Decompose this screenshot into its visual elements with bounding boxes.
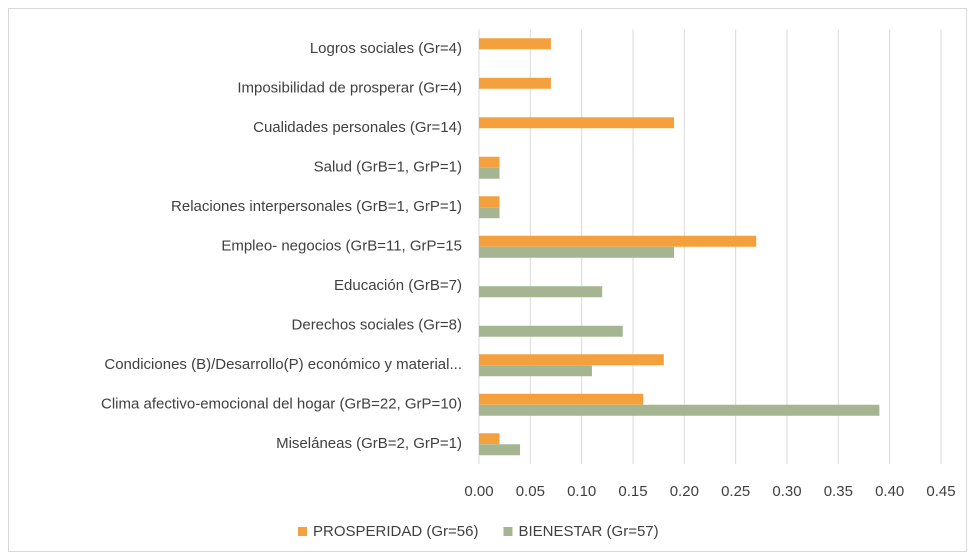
bar — [479, 77, 551, 89]
y-tick-label: Logros sociales (Gr=4) — [310, 40, 462, 57]
x-tick-label: 0.10 — [567, 483, 596, 500]
bar — [479, 433, 500, 445]
bar — [479, 365, 592, 377]
bar — [479, 404, 880, 416]
bar — [479, 246, 675, 258]
x-tick-label: 0.05 — [516, 483, 545, 500]
x-tick-label: 0.45 — [926, 483, 955, 500]
y-tick-label: Imposibilidad de prosperar (Gr=4) — [237, 80, 462, 97]
y-tick-label: Salud (GrB=1, GrP=1) — [314, 159, 462, 176]
x-tick-label: 0.25 — [721, 483, 750, 500]
bar — [479, 393, 644, 405]
y-tick-label: Relaciones interpersonales (GrB=1, GrP=1… — [171, 198, 462, 215]
x-tick-label: 0.35 — [824, 483, 853, 500]
x-tick-label: 0.40 — [875, 483, 904, 500]
x-tick-label: 0.20 — [670, 483, 699, 500]
bar — [479, 235, 757, 247]
chart-border — [8, 8, 967, 552]
y-tick-label: Miseláneas (GrB=2, GrP=1) — [276, 435, 462, 452]
legend-swatch — [298, 527, 307, 536]
bar — [479, 196, 500, 208]
y-tick-label: Condiciones (B)/Desarrollo(P) económico … — [104, 356, 462, 373]
bar — [479, 167, 500, 179]
bar — [479, 325, 623, 337]
bar — [479, 117, 675, 129]
legend-swatch — [503, 527, 513, 536]
bar — [479, 286, 603, 298]
y-tick-label: Cualidades personales (Gr=14) — [253, 119, 462, 136]
legend-label: PROSPERIDAD (Gr=56) — [313, 523, 478, 540]
bar — [479, 354, 664, 366]
y-tick-label: Clima afectivo-emocional del hogar (GrB=… — [101, 396, 462, 413]
bar — [479, 38, 551, 50]
y-tick-label: Educación (GrB=7) — [334, 277, 462, 294]
x-tick-label: 0.00 — [464, 483, 493, 500]
x-tick-label: 0.30 — [772, 483, 801, 500]
x-tick-label: 0.15 — [618, 483, 647, 500]
bar — [479, 207, 500, 219]
y-tick-label: Derechos sociales (Gr=8) — [292, 317, 462, 334]
bar — [479, 156, 500, 168]
y-tick-label: Empleo- negocios (GrB=11, GrP=15 — [221, 238, 462, 255]
legend-label: BIENESTAR (Gr=57) — [518, 523, 658, 540]
bar — [479, 444, 521, 456]
